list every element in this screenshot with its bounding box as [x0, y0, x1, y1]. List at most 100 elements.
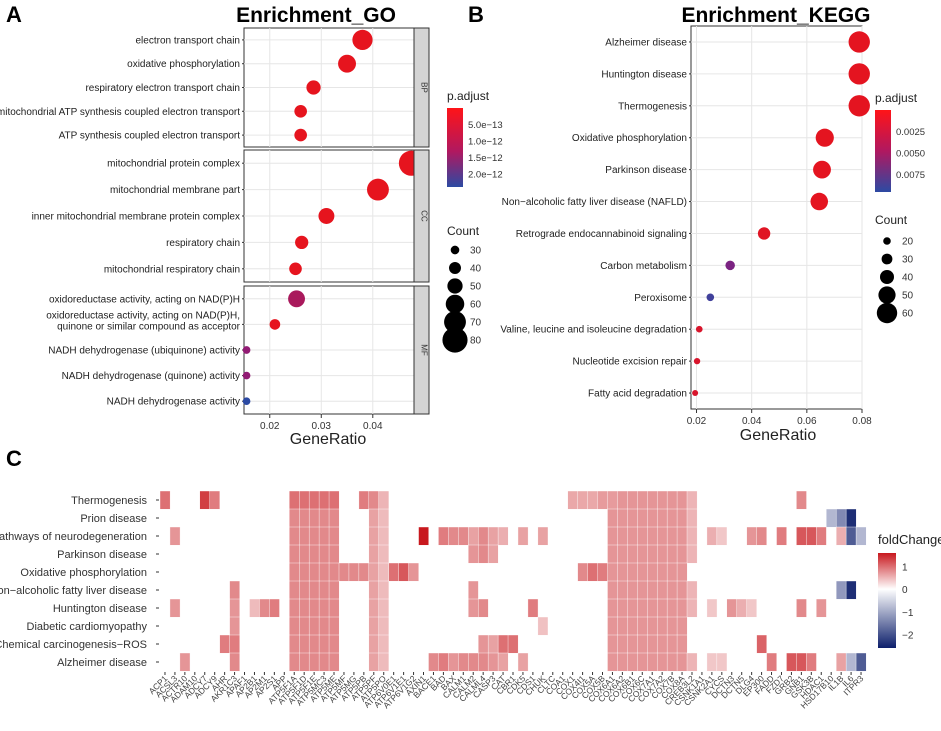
heatmap-row-label: Prion disease	[80, 513, 147, 525]
heatmap-cell	[666, 652, 678, 672]
heatmap-cell	[269, 598, 280, 618]
kegg-size-key	[878, 286, 896, 304]
heatmap-cell	[756, 526, 767, 546]
heatmap-row-label: Parkinson disease	[57, 549, 147, 561]
heatmap-cell	[517, 526, 529, 546]
heatmap-colorbar-tick: −1	[902, 608, 914, 619]
kegg-point	[848, 95, 870, 117]
go-size-label: 30	[470, 246, 482, 257]
kegg-tick-label: 0.08	[852, 416, 872, 427]
heatmap-cell	[308, 490, 320, 510]
heatmap-cell	[637, 508, 648, 528]
heatmap-cell	[656, 562, 668, 582]
heatmap-cell	[477, 598, 489, 618]
heatmap-cell	[378, 652, 390, 672]
heatmap-cell	[845, 508, 857, 528]
heatmap-cell	[318, 526, 330, 546]
heatmap-cell	[676, 634, 688, 654]
heatmap-cell	[607, 544, 618, 564]
kegg-chart: Alzheimer disease Huntington disease Therm…	[500, 25, 872, 427]
heatmap-cell	[289, 526, 300, 546]
heatmap-cell	[308, 616, 320, 636]
kegg-term-label: Thermogenesis	[618, 101, 687, 112]
heatmap-cell	[378, 616, 390, 636]
kegg-point	[692, 390, 699, 397]
heatmap-cell	[229, 634, 240, 654]
heatmap-cell	[686, 544, 698, 564]
heatmap-cell	[497, 634, 509, 654]
heatmap-cell	[666, 616, 678, 636]
heatmap-cell	[666, 562, 678, 582]
go-point	[242, 397, 251, 406]
heatmap-cell	[607, 562, 618, 582]
kegg-xlabel: GeneRatio	[740, 427, 817, 444]
heatmap-cell	[388, 562, 400, 582]
heatmap-cell	[666, 544, 678, 564]
heatmap-cell	[378, 562, 390, 582]
heatmap-cell	[497, 526, 509, 546]
heatmap-cell	[656, 526, 668, 546]
heatmap-cell	[637, 490, 648, 510]
heatmap-row-label: Alzheimer disease	[57, 657, 147, 669]
heatmap-cell	[855, 526, 867, 546]
heatmap-cell	[617, 490, 628, 510]
heatmap-cell	[328, 544, 340, 564]
heatmap-cell	[706, 598, 718, 618]
heatmap-cell	[637, 526, 648, 546]
heatmap-cell	[209, 490, 221, 510]
heatmap-cell	[368, 634, 380, 654]
heatmap-row-label: Oxidative phosphorylation	[20, 567, 147, 579]
heatmap-cell	[507, 634, 519, 654]
heatmap-cell	[368, 508, 380, 528]
go-point	[294, 128, 307, 142]
go-size-label: 70	[470, 318, 482, 329]
heatmap-cell	[318, 652, 330, 672]
heatmap-cell	[577, 562, 588, 582]
heatmap-cell	[468, 526, 479, 546]
heatmap-cell	[448, 652, 459, 672]
go-colorbar-tick: 2.0e−12	[468, 169, 503, 180]
go-facet-strip	[413, 27, 430, 148]
kegg-tick-label: 0.06	[797, 416, 817, 427]
heatmap-cell	[716, 652, 728, 672]
heatmap-cell	[328, 490, 340, 510]
heatmap-cell	[607, 526, 618, 546]
heatmap-cell	[289, 652, 300, 672]
panel-letter-b: B	[468, 2, 484, 27]
go-colorbar-tick: 1.5e−12	[468, 153, 503, 164]
kegg-point	[757, 227, 771, 240]
kegg-colorbar-tick: 0.0025	[896, 127, 925, 138]
heatmap-cell	[299, 526, 310, 546]
kegg-term-label: Oxidative phosphorylation	[572, 133, 687, 144]
kegg-point	[848, 63, 870, 85]
heatmap-cell	[179, 652, 191, 672]
kegg-panel	[690, 25, 863, 410]
heatmap-cell	[845, 526, 857, 546]
heatmap-cell	[537, 616, 549, 636]
panel-letter-a: A	[6, 2, 22, 27]
heatmap-cell	[308, 526, 320, 546]
heatmap-cell	[686, 490, 698, 510]
heatmap-cell	[656, 508, 668, 528]
heatmap-cell	[567, 490, 579, 510]
heatmap-cell	[378, 634, 390, 654]
go-size-key	[442, 327, 468, 353]
kegg-term-label: Alzheimer disease	[605, 37, 687, 48]
heatmap-cell	[686, 580, 698, 600]
heatmap-cell	[637, 652, 648, 672]
heatmap-cell	[617, 544, 628, 564]
go-term-label-line: oxidoreductase activity, acting on NAD(P…	[46, 310, 240, 321]
heatmap-cell	[328, 598, 340, 618]
heatmap-cell	[249, 598, 260, 618]
heatmap-cell	[289, 580, 300, 600]
heatmap-cell	[378, 490, 390, 510]
go-point	[289, 262, 302, 276]
go-point	[318, 208, 335, 224]
heatmap-cell	[368, 598, 380, 618]
heatmap-cell	[617, 562, 628, 582]
kegg-size-label: 30	[902, 255, 914, 266]
go-size-label: 40	[470, 264, 482, 275]
heatmap-cell	[468, 652, 479, 672]
heatmap-cell	[328, 616, 340, 636]
kegg-point	[706, 293, 715, 302]
